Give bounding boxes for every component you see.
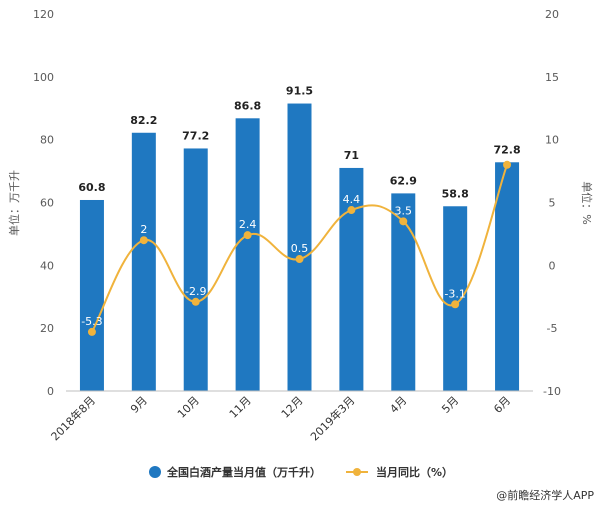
bar	[391, 193, 416, 391]
left-tick-label: 60	[40, 197, 54, 210]
line-value-label: 4.4	[343, 193, 361, 206]
x-tick-label: 12月	[279, 394, 306, 421]
bar-label: 60.8	[78, 181, 105, 194]
bar	[131, 132, 156, 391]
line-value-label: 2	[140, 223, 147, 236]
legend-line-label: 当月同比（%）	[376, 465, 453, 479]
line-value-label: 2.4	[239, 218, 257, 231]
right-tick-label: 10	[545, 134, 559, 147]
line-point	[503, 160, 512, 169]
bar	[79, 199, 104, 391]
line-point	[347, 206, 356, 215]
bar-label: 82.2	[130, 114, 157, 127]
right-tick-label: 0	[549, 259, 556, 272]
right-tick-label: 20	[545, 8, 559, 21]
bar	[183, 148, 208, 391]
right-axis-label: 单位：%	[580, 181, 594, 224]
x-tick-label: 6月	[491, 394, 513, 416]
bar	[443, 206, 468, 391]
line-point	[87, 327, 96, 336]
legend: 全国白酒产量当月值（万千升） 当月同比（%）	[149, 465, 453, 479]
x-tick-label: 5月	[439, 394, 461, 416]
x-axis-ticks: 2018年8月 9月 10月 11月 12月 2019年3月 4月 5月 6月	[48, 393, 513, 443]
left-tick-label: 0	[47, 385, 54, 398]
yoy-points	[87, 160, 512, 336]
bar-value-labels: 60.8 82.2 77.2 86.8 91.5 71 62.9 58.8 72.8	[78, 85, 520, 201]
line-value-label: -5.3	[81, 315, 102, 328]
left-tick-label: 20	[40, 322, 54, 335]
x-tick-label: 4月	[387, 394, 409, 416]
legend-bar-label: 全国白酒产量当月值（万千升）	[166, 465, 321, 479]
line-value-label: 0.5	[291, 242, 309, 255]
bar	[495, 162, 520, 391]
x-tick-label: 11月	[227, 394, 254, 421]
left-tick-label: 80	[40, 134, 54, 147]
line-point	[191, 297, 200, 306]
left-axis-label: 单位：万千升	[7, 170, 21, 236]
x-tick-label: 2019年3月	[307, 393, 357, 443]
left-tick-label: 100	[33, 71, 54, 84]
bar-label: 77.2	[182, 129, 209, 142]
line-value-label: -3.1	[444, 287, 465, 300]
right-tick-label: -10	[543, 385, 561, 398]
x-tick-label: 9月	[128, 394, 150, 416]
yoy-value-labels: -5.3 2 -2.9 2.4 0.5 4.4 3.5 -3.1	[81, 193, 466, 328]
x-tick-label: 10月	[175, 394, 202, 421]
bar-label: 72.8	[493, 143, 520, 156]
legend-bar-swatch	[149, 466, 161, 478]
line-point	[295, 255, 304, 264]
bar	[235, 118, 260, 391]
left-axis-ticks: 0 20 40 60 80 100 120	[33, 8, 54, 398]
right-tick-label: -5	[547, 322, 558, 335]
line-point	[399, 217, 408, 226]
x-tick-label: 2018年8月	[48, 393, 98, 443]
line-point	[243, 231, 252, 240]
right-axis-ticks: -10 -5 0 5 10 15 20	[543, 8, 561, 398]
left-tick-label: 40	[40, 259, 54, 272]
bar	[339, 167, 364, 391]
right-tick-label: 15	[545, 71, 559, 84]
bar-label: 86.8	[234, 99, 261, 112]
line-point	[139, 236, 148, 245]
bar	[287, 103, 312, 391]
bar-label: 58.8	[442, 187, 469, 200]
line-value-label: 3.5	[395, 204, 413, 217]
right-tick-label: 5	[549, 197, 556, 210]
left-tick-label: 120	[33, 8, 54, 21]
source-credit: @前瞻经济学人APP	[496, 488, 594, 502]
line-value-label: -2.9	[185, 285, 206, 298]
bar-label: 62.9	[390, 174, 417, 187]
bar-label: 91.5	[286, 85, 313, 98]
line-point	[451, 300, 460, 309]
bar-label: 71	[344, 149, 359, 162]
legend-line-dot	[353, 468, 361, 476]
bar-series	[79, 103, 520, 391]
